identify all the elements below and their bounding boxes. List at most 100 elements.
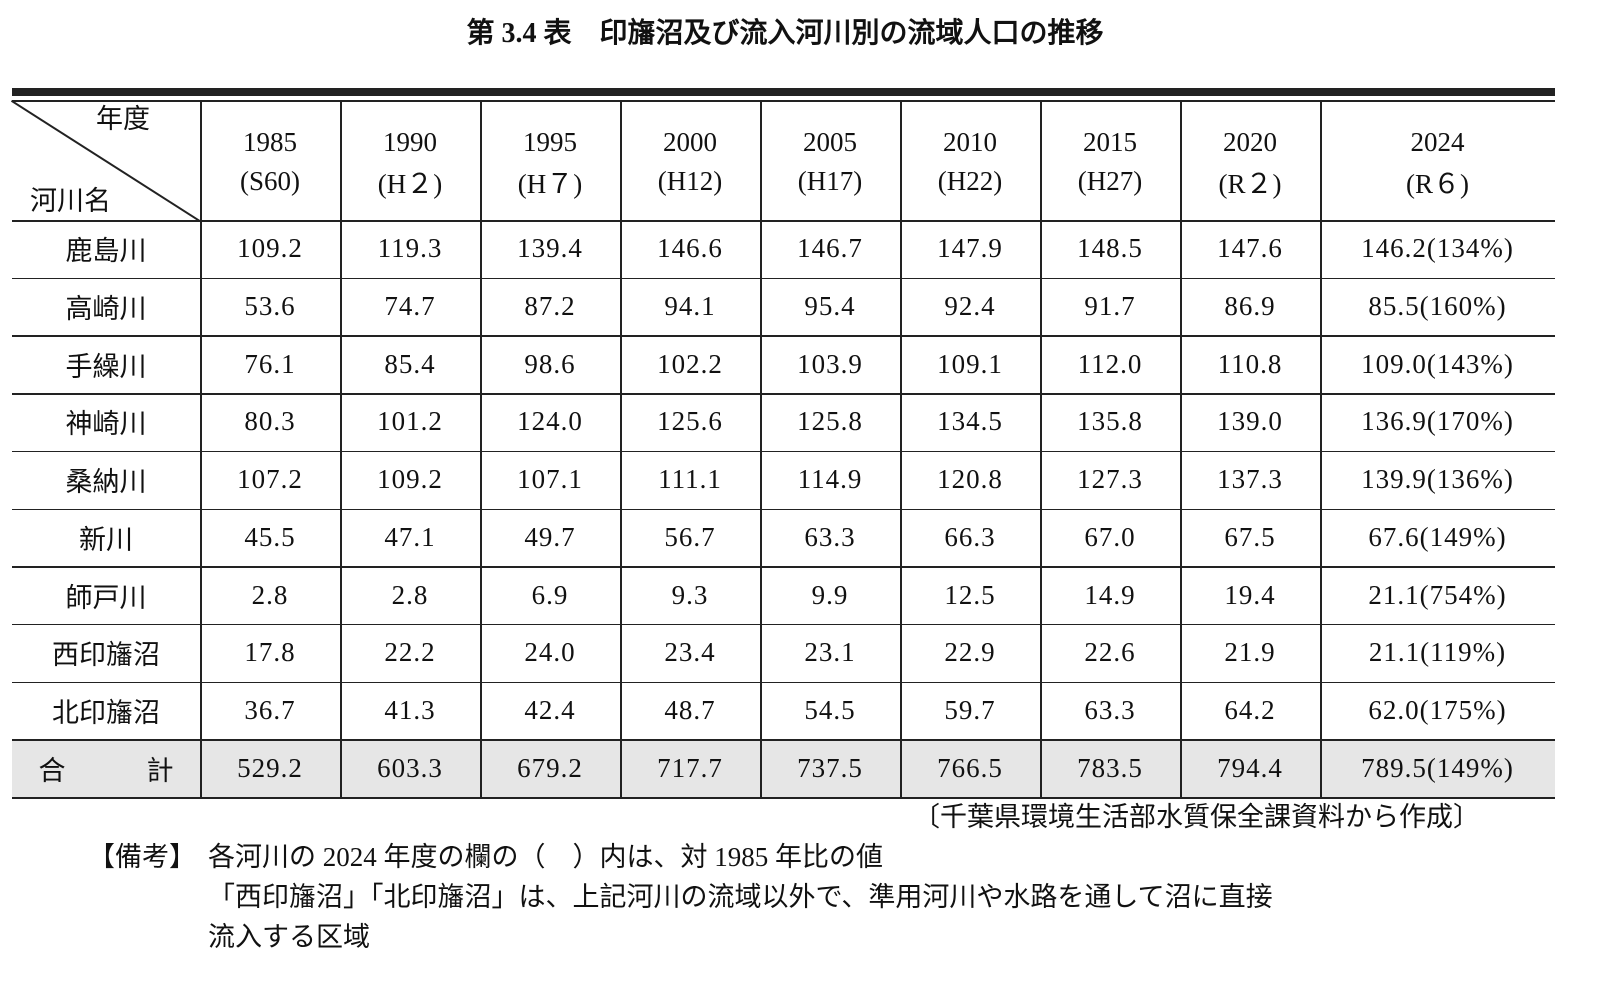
cell: 146.7 — [797, 233, 863, 264]
cell: 80.3 — [244, 406, 296, 437]
cell: 139.0 — [1217, 406, 1283, 437]
cell: 125.6 — [657, 406, 723, 437]
cell: 85.5(160%) — [1368, 291, 1507, 322]
total-row-bg — [12, 739, 1555, 797]
cell: 794.4 — [1217, 752, 1283, 783]
cell: 17.8 — [244, 637, 296, 668]
row-line — [12, 220, 1555, 222]
column-era: (H27) — [1077, 165, 1143, 196]
cell: 98.6 — [524, 348, 576, 379]
cell: 23.4 — [664, 637, 716, 668]
cell: 45.5 — [244, 521, 296, 552]
col-line — [760, 100, 762, 797]
cell: 114.9 — [797, 464, 863, 495]
row-line — [12, 797, 1555, 799]
col-line — [1180, 100, 1182, 797]
corner-top: 年度 — [96, 104, 150, 134]
row-name: 高崎川 — [65, 294, 147, 325]
cell: 36.7 — [244, 694, 296, 725]
column-year: 2000 — [663, 126, 717, 157]
cell: 85.4 — [384, 348, 436, 379]
cell: 64.2 — [1224, 694, 1276, 725]
cell: 92.4 — [944, 291, 996, 322]
col-line — [480, 100, 482, 797]
column-year: 2024 — [1410, 126, 1465, 157]
cell: 86.9 — [1224, 291, 1276, 322]
cell: 21.1(754%) — [1368, 579, 1507, 610]
cell: 94.1 — [664, 291, 716, 322]
note-line: 「西印旛沼」「北印旛沼」は、上記河川の流域以外で、準用河川や水路を通して沼に直接 — [208, 882, 1273, 912]
column-year: 1985 — [243, 126, 297, 157]
cell: 54.5 — [804, 694, 856, 725]
cell: 109.1 — [937, 348, 1003, 379]
cell: 9.3 — [671, 579, 709, 610]
column-year: 1990 — [383, 126, 437, 157]
cell: 136.9(170%) — [1361, 406, 1514, 437]
column-year: 2015 — [1083, 126, 1137, 157]
row-line — [12, 335, 1555, 337]
cell: 23.1 — [804, 637, 856, 668]
row-line — [12, 277, 1555, 280]
column-year: 1995 — [523, 126, 577, 157]
cell: 14.9 — [1084, 579, 1136, 610]
cell: 125.8 — [797, 406, 863, 437]
note-line: 各河川の 2024 年度の欄の（ ）内は、対 1985 年比の値 — [208, 842, 883, 872]
cell: 147.6 — [1217, 233, 1283, 264]
col-line — [900, 100, 902, 797]
cell: 63.3 — [804, 521, 856, 552]
cell: 74.7 — [384, 291, 436, 322]
cell: 24.0 — [524, 637, 576, 668]
cell: 103.9 — [797, 348, 863, 379]
cell: 63.3 — [1084, 694, 1136, 725]
column-era: (H12) — [657, 165, 723, 196]
cell: 2.8 — [251, 579, 289, 610]
cell: 147.9 — [937, 233, 1003, 264]
cell: 95.4 — [804, 291, 856, 322]
cell: 21.9 — [1224, 637, 1276, 668]
rule — [12, 100, 1555, 102]
column-era: (H７) — [517, 168, 583, 199]
row-line — [12, 623, 1555, 626]
row-name: 合 計 — [38, 755, 174, 786]
cell: 102.2 — [657, 348, 723, 379]
cell: 59.7 — [944, 694, 996, 725]
cell: 766.5 — [937, 752, 1003, 783]
cell: 139.4 — [517, 233, 583, 264]
row-line — [12, 566, 1555, 568]
cell: 120.8 — [937, 464, 1003, 495]
cell: 148.5 — [1077, 233, 1143, 264]
col-line — [200, 100, 202, 797]
column-year: 2010 — [943, 126, 997, 157]
col-line — [620, 100, 622, 797]
column-year: 2005 — [803, 126, 857, 157]
cell: 107.1 — [517, 464, 583, 495]
cell: 139.9(136%) — [1361, 464, 1514, 495]
column-era: (H17) — [797, 165, 863, 196]
cell: 12.5 — [944, 579, 996, 610]
row-name: 新川 — [79, 524, 133, 555]
row-line — [12, 393, 1555, 395]
note-line: 流入する区域 — [208, 922, 370, 952]
notes-label: 【備考】 — [88, 842, 196, 872]
row-line — [12, 508, 1555, 510]
column-year: 2020 — [1223, 126, 1277, 157]
cell: 127.3 — [1077, 464, 1143, 495]
cell: 135.8 — [1077, 406, 1143, 437]
source: 〔千葉県環境生活部水質保全課資料から作成〕 — [913, 802, 1480, 832]
cell: 67.0 — [1084, 521, 1136, 552]
cell: 56.7 — [664, 521, 716, 552]
column-era: (R２) — [1218, 168, 1282, 199]
row-line — [12, 450, 1555, 453]
cell: 66.3 — [944, 521, 996, 552]
cell: 22.9 — [944, 637, 996, 668]
cell: 783.5 — [1077, 752, 1143, 783]
cell: 76.1 — [244, 348, 296, 379]
cell: 109.2 — [237, 233, 303, 264]
row-name: 師戸川 — [65, 582, 147, 613]
cell: 789.5(149%) — [1361, 752, 1514, 783]
cell: 48.7 — [664, 694, 716, 725]
cell: 112.0 — [1077, 348, 1143, 379]
cell: 109.2 — [377, 464, 443, 495]
cell: 62.0(175%) — [1368, 694, 1507, 725]
